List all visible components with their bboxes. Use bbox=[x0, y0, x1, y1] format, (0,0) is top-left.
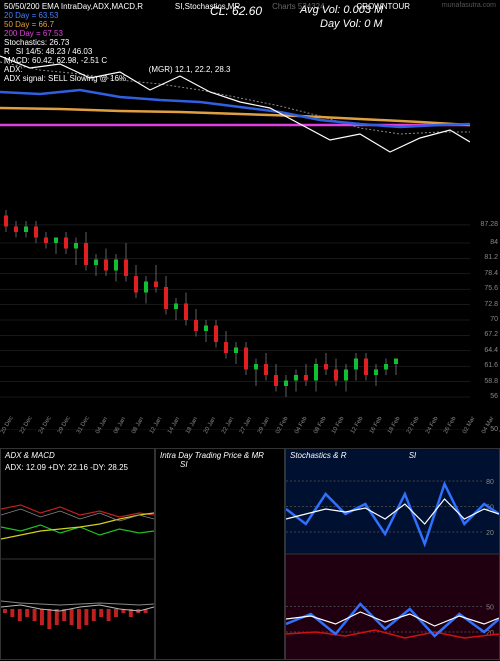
price-axis: 87.288481.278.475.672.87067.264.461.658.… bbox=[470, 210, 498, 430]
intraday-panel: Intra Day Trading Price & MR SI bbox=[155, 448, 285, 660]
svg-text:20: 20 bbox=[486, 530, 494, 537]
adx-macd-panel: ADX & MACD ADX: 12.09 +DY: 22.16 -DY: 28… bbox=[0, 448, 155, 660]
adx-values: ADX: 12.09 +DY: 22.16 -DY: 28.25 bbox=[5, 463, 128, 472]
site: munafasutra.com bbox=[442, 2, 496, 11]
ma-chart bbox=[0, 12, 470, 192]
indicator-panels: ADX & MACD ADX: 12.09 +DY: 22.16 -DY: 28… bbox=[0, 448, 500, 660]
candlestick-chart bbox=[0, 210, 470, 430]
title-left: 50/50/200 EMA IntraDay,ADX,MACD,R bbox=[4, 2, 143, 11]
svg-text:80: 80 bbox=[486, 479, 494, 486]
date-axis: 20 Dec22 Dec24 Dec29 Dec31 Dec04 Jan06 J… bbox=[0, 432, 470, 446]
stoch-rsi-panel: Stochastics & R SI 8050205020 bbox=[285, 448, 500, 660]
svg-text:50: 50 bbox=[486, 604, 494, 611]
